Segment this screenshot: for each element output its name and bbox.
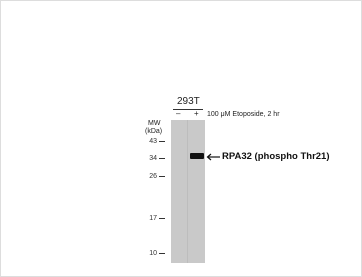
marker-label: 10 [137,250,157,257]
marker-tick [159,158,165,159]
mw-title: MW [148,120,160,127]
marker-tick [159,218,165,219]
lane-divider [187,120,188,263]
marker-label: 34 [137,155,157,162]
marker-label: 26 [137,173,157,180]
lane-sign: – [176,110,180,118]
marker-tick [159,176,165,177]
cell-line: 293T [177,97,200,107]
lane-sign: + [194,110,199,118]
marker-label: 17 [137,215,157,222]
blot [171,120,205,263]
treatment: 100 μM Etoposide, 2 hr [207,111,280,118]
mw-unit: (kDa) [145,128,162,135]
marker-tick [159,253,165,254]
arrow [206,153,220,161]
marker-label: 43 [137,138,157,145]
marker-tick [159,141,165,142]
figure: 293T – + 100 μM Etoposide, 2 hr MW (kDa)… [0,0,362,277]
band-label: RPA32 (phospho Thr21) [222,152,330,162]
band [190,153,204,159]
